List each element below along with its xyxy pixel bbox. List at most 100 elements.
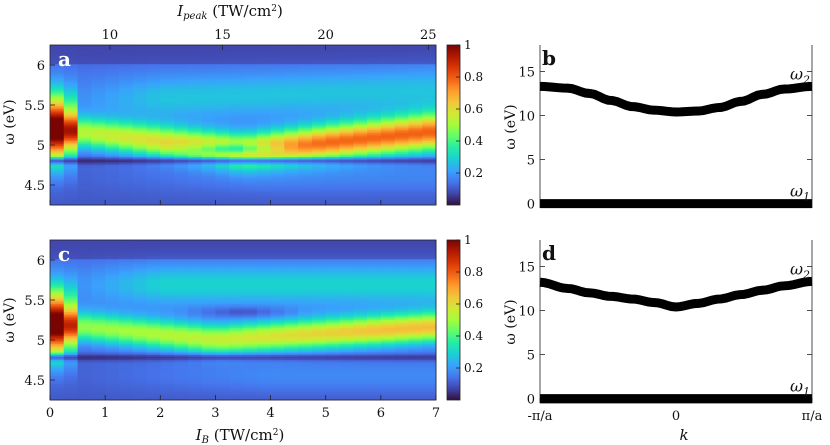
- heatmap-cell: [50, 160, 65, 163]
- heatmap-cell: [201, 198, 216, 201]
- heatmap-cell: [284, 62, 299, 65]
- heatmap-cell: [325, 144, 340, 147]
- heatmap-cell: [63, 62, 78, 65]
- heatmap-cell: [298, 292, 313, 295]
- heatmap-cell: [132, 137, 147, 140]
- heatmap-cell: [380, 120, 396, 123]
- heatmap-cell: [256, 294, 271, 297]
- heatmap-cell: [132, 361, 147, 364]
- heatmap-cell: [50, 94, 65, 97]
- heatmap-cell: [91, 131, 106, 134]
- heatmap-cell: [77, 260, 92, 263]
- heatmap-cell: [339, 163, 354, 166]
- heatmap-cell: [118, 169, 134, 172]
- heatmap-cell: [284, 110, 299, 113]
- heatmap-cell: [367, 198, 382, 201]
- heatmap-cell: [215, 312, 230, 314]
- heatmap-cell: [353, 91, 368, 94]
- heatmap-cell: [298, 369, 313, 372]
- heatmap-cell: [215, 117, 230, 119]
- heatmap-cell: [229, 377, 244, 380]
- heatmap-cell: [311, 308, 327, 311]
- heatmap-cell: [63, 145, 78, 148]
- heatmap-cell: [77, 398, 92, 401]
- heatmap-cell: [325, 153, 340, 156]
- heatmap-cell: [215, 190, 230, 193]
- heatmap-cell: [380, 73, 396, 76]
- heatmap-cell: [270, 352, 285, 354]
- heatmap-cell: [380, 152, 396, 155]
- heatmap-cell: [63, 109, 78, 111]
- heatmap-cell: [118, 240, 134, 242]
- heatmap-cell: [256, 337, 271, 340]
- heatmap-cell: [187, 321, 203, 324]
- heatmap-cell: [408, 51, 423, 54]
- heatmap-cell: [105, 125, 120, 127]
- heatmap-cell: [256, 131, 271, 134]
- heatmap-cell: [256, 123, 271, 126]
- heatmap-cell: [215, 160, 230, 163]
- heatmap-cell: [339, 136, 354, 139]
- heatmap-cell: [298, 169, 313, 172]
- heatmap-cell: [353, 59, 368, 62]
- heatmap-cell: [91, 265, 106, 268]
- heatmap-cell: [50, 264, 65, 266]
- heatmap-cell: [77, 292, 92, 295]
- heatmap-cell: [132, 278, 147, 281]
- heatmap-cell: [284, 340, 299, 343]
- heatmap-cell: [91, 328, 106, 330]
- heatmap-cell: [243, 342, 258, 345]
- heatmap-cell: [105, 110, 120, 113]
- heatmap-cell: [160, 73, 175, 76]
- heatmap-cell: [91, 331, 106, 334]
- heatmap-cell: [339, 278, 354, 281]
- heatmap-cell: [91, 355, 106, 358]
- heatmap-cell: [311, 94, 327, 97]
- heatmap-cell: [243, 275, 258, 278]
- heatmap-cell: [243, 289, 258, 292]
- heatmap-cell: [50, 53, 65, 55]
- heatmap-cell: [118, 139, 134, 142]
- heatmap-cell: [146, 297, 161, 300]
- heatmap-cell: [118, 292, 134, 295]
- heatmap-cell: [160, 379, 175, 382]
- heatmap-cell: [298, 315, 313, 318]
- heatmap-cell: [50, 265, 65, 268]
- heatmap-cell: [394, 139, 409, 142]
- heatmap-cell: [187, 243, 203, 246]
- heatmap-cell: [146, 313, 161, 316]
- heatmap-cell: [146, 182, 161, 185]
- heatmap-cell: [105, 61, 120, 63]
- heatmap-cell: [311, 48, 327, 51]
- heatmap-cell: [256, 61, 271, 63]
- heatmap-cell: [50, 174, 65, 177]
- heatmap-cell: [422, 171, 437, 174]
- heatmap-cell: [50, 366, 65, 369]
- heatmap-cell: [270, 91, 285, 94]
- heatmap-cell: [132, 78, 147, 81]
- heatmap-cell: [63, 388, 78, 391]
- heatmap-cell: [256, 150, 271, 153]
- heatmap-cell: [339, 155, 354, 158]
- heatmap-cell: [132, 73, 147, 76]
- heatmap-cell: [77, 251, 92, 254]
- heatmap-cell: [284, 134, 299, 137]
- heatmap-cell: [284, 294, 299, 297]
- heatmap-cell: [105, 257, 120, 260]
- heatmap-cell: [63, 56, 78, 59]
- heatmap-cell: [367, 91, 382, 94]
- heatmap-cell: [146, 72, 161, 75]
- heatmap-cell: [118, 371, 134, 374]
- heatmap-cell: [380, 51, 396, 54]
- heatmap-cell: [77, 77, 92, 79]
- heatmap-cell: [118, 358, 134, 361]
- heatmap-cell: [270, 356, 285, 359]
- heatmap-cell: [91, 163, 106, 166]
- heatmap-cell: [422, 64, 437, 67]
- heatmap-cell: [132, 174, 147, 177]
- heatmap-cell: [394, 109, 409, 111]
- heatmap-cell: [187, 203, 203, 206]
- heatmap-cell: [422, 46, 437, 49]
- heatmap-cell: [160, 358, 175, 361]
- heatmap-cell: [77, 97, 92, 100]
